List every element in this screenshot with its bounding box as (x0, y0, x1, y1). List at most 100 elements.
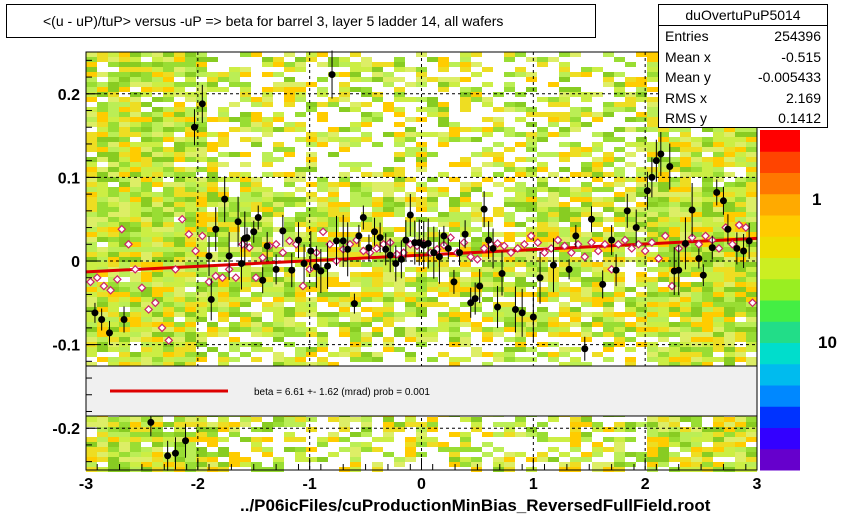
heat-cell (152, 432, 163, 437)
heat-cell (394, 277, 405, 282)
colorbar-label: 1 (812, 190, 821, 209)
filled-marker (339, 237, 347, 245)
heat-cell (119, 117, 130, 122)
heat-cell (350, 442, 361, 447)
heat-cell (394, 457, 405, 462)
heat-cell (372, 187, 383, 192)
heat-cell (284, 272, 295, 277)
heat-cell (724, 272, 735, 277)
heat-cell (185, 207, 196, 212)
heat-cell (240, 127, 251, 132)
heat-cell (218, 72, 229, 77)
heat-cell (152, 327, 163, 332)
heat-cell (724, 447, 735, 452)
heat-cell (504, 82, 515, 87)
heat-cell (295, 302, 306, 307)
heat-cell (196, 432, 207, 437)
heat-cell (592, 422, 603, 427)
heat-cell (339, 92, 350, 97)
heat-cell (658, 147, 669, 152)
heat-cell (548, 297, 559, 302)
heat-cell (713, 277, 724, 282)
heat-cell (97, 442, 108, 447)
heat-cell (592, 447, 603, 452)
heat-cell (735, 452, 746, 457)
heat-cell (196, 92, 207, 97)
heat-cell (317, 277, 328, 282)
heat-cell (328, 102, 339, 107)
heat-cell (306, 282, 317, 287)
filled-marker (489, 244, 497, 252)
heat-cell (702, 317, 713, 322)
heat-cell (97, 337, 108, 342)
heat-cell (196, 197, 207, 202)
heat-cell (163, 462, 174, 467)
heat-cell (636, 342, 647, 347)
heat-cell (647, 107, 658, 112)
heat-cell (493, 262, 504, 267)
heat-cell (669, 142, 680, 147)
heat-cell (130, 132, 141, 137)
heat-cell (746, 187, 757, 192)
heat-cell (108, 442, 119, 447)
heat-cell (86, 117, 97, 122)
open-marker (177, 214, 187, 224)
heat-cell (394, 197, 405, 202)
heat-cell (108, 447, 119, 452)
heat-cell (130, 67, 141, 72)
heat-cell (680, 357, 691, 362)
heat-cell (658, 287, 669, 292)
heat-cell (515, 307, 526, 312)
heat-cell (625, 297, 636, 302)
heat-cell (372, 217, 383, 222)
filled-marker (198, 100, 206, 108)
heat-cell (680, 292, 691, 297)
heat-cell (240, 192, 251, 197)
heat-cell (251, 197, 262, 202)
heat-cell (185, 242, 196, 247)
heat-cell (361, 117, 372, 122)
heat-cell (361, 137, 372, 142)
heat-cell (669, 127, 680, 132)
heat-cell (647, 212, 658, 217)
heat-cell (471, 287, 482, 292)
heat-cell (669, 437, 680, 442)
heat-cell (383, 102, 394, 107)
heat-cell (97, 307, 108, 312)
heat-cell (251, 222, 262, 227)
heat-cell (680, 197, 691, 202)
heat-cell (350, 62, 361, 67)
heat-cell (603, 277, 614, 282)
heat-cell (383, 257, 394, 262)
heat-cell (251, 52, 262, 57)
heat-cell (207, 142, 218, 147)
heat-cell (647, 127, 658, 132)
heat-cell (207, 307, 218, 312)
heat-cell (493, 432, 504, 437)
heat-cell (526, 457, 537, 462)
heat-cell (449, 207, 460, 212)
heat-cell (383, 202, 394, 207)
heat-cell (724, 362, 735, 367)
heat-cell (86, 317, 97, 322)
heat-cell (196, 147, 207, 152)
heat-cell (108, 362, 119, 367)
heat-cell (680, 302, 691, 307)
heat-cell (504, 202, 515, 207)
heat-cell (691, 462, 702, 467)
heat-cell (724, 317, 735, 322)
heat-cell (603, 427, 614, 432)
heat-cell (405, 437, 416, 442)
heat-cell (218, 117, 229, 122)
heat-cell (130, 127, 141, 132)
heat-cell (449, 462, 460, 467)
heat-cell (438, 192, 449, 197)
legend-text: beta = 6.61 +- 1.62 (mrad) prob = 0.001 (254, 387, 430, 398)
heat-cell (141, 67, 152, 72)
heat-cell (86, 312, 97, 317)
heat-cell (339, 142, 350, 147)
heat-cell (339, 307, 350, 312)
heat-cell (361, 417, 372, 422)
heat-cell (647, 457, 658, 462)
heat-cell (119, 197, 130, 202)
